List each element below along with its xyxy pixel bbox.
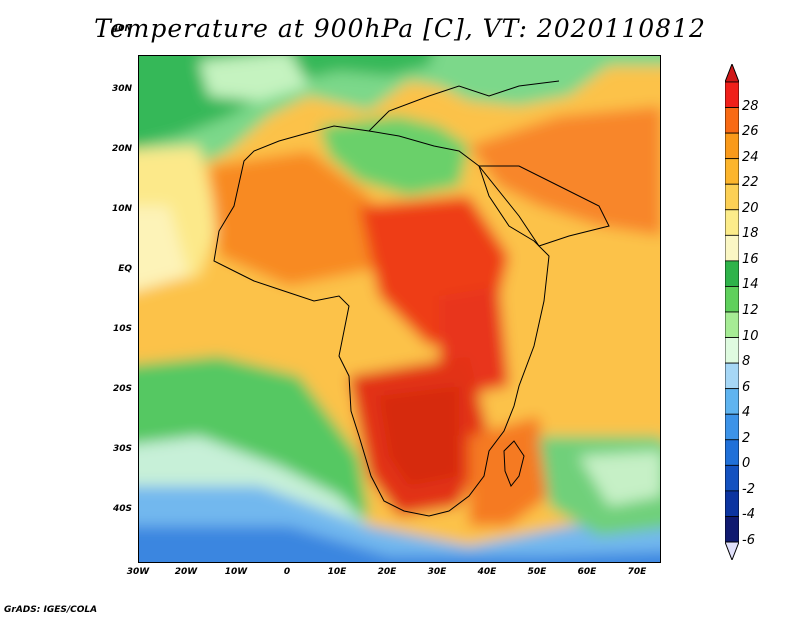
colorbar-label: 18 — [742, 226, 759, 242]
lat-label: 20S — [112, 384, 132, 394]
colorbar-swatch — [725, 362, 739, 390]
colorbar-label: 12 — [742, 303, 759, 318]
colorbar-label: 4 — [742, 405, 751, 421]
lon-label: 40E — [477, 567, 497, 577]
colorbar-swatch — [725, 388, 739, 415]
lon-label: 10E — [327, 567, 347, 577]
middle-east-warm — [469, 106, 660, 236]
arabia-coast — [477, 165, 610, 247]
lat-label: 40N — [111, 24, 132, 34]
colorbar-label: -6 — [742, 533, 755, 548]
lon-label: 60E — [577, 567, 597, 577]
colorbar-label: 28 — [742, 98, 759, 114]
colorbar-label: 22 — [742, 175, 759, 191]
colorbar-swatch — [725, 260, 739, 287]
colorbar-swatch — [725, 234, 739, 262]
colorbar-label: 20 — [742, 200, 759, 216]
colorbar-swatch — [725, 107, 739, 134]
colorbar-label: 16 — [742, 251, 759, 267]
colorbar-swatch — [725, 413, 739, 441]
lon-label: 20E — [377, 567, 397, 577]
colorbar-top-arrow — [725, 64, 739, 83]
colorbar-label: 26 — [742, 124, 759, 140]
lon-label: 30W — [126, 567, 150, 577]
lon-label: 50E — [527, 567, 547, 577]
west-africa-warm — [209, 151, 389, 286]
lat-label: 30S — [112, 444, 132, 454]
southern-ocean-deep-blue — [139, 526, 660, 562]
africa-coast — [213, 125, 550, 517]
colorbar-label: 0 — [742, 456, 751, 472]
colorbar — [725, 64, 739, 560]
madagascar-coast — [503, 440, 525, 487]
southern-africa-core — [379, 386, 459, 486]
lon-label: 70E — [627, 567, 647, 577]
lat-label: 10N — [111, 204, 132, 214]
temperature-map — [139, 56, 660, 562]
lat-label: 10S — [112, 324, 132, 334]
colorbar-swatch — [725, 439, 739, 466]
atlantic-pale-yellow — [139, 206, 189, 291]
mozambique-channel-warm — [469, 416, 549, 526]
colorbar-swatch — [725, 464, 739, 492]
colorbar-label: 2 — [742, 430, 751, 446]
atlantic-pale-zone — [199, 56, 309, 101]
map-panel — [138, 55, 661, 563]
lon-label: 10W — [224, 567, 248, 577]
sahara-green-zone — [319, 116, 469, 196]
colorbar-swatch — [725, 516, 739, 543]
colorbar-swatch — [725, 158, 739, 185]
lat-label: EQ — [118, 264, 132, 274]
colorbar-swatch — [725, 132, 739, 160]
mediterranean-coast — [368, 80, 560, 132]
colorbar-swatch — [725, 311, 739, 338]
colorbar-label: 14 — [742, 277, 759, 293]
coastlines — [213, 80, 610, 517]
indian-ocean-pale — [579, 451, 660, 506]
colorbar-label: 6 — [742, 379, 751, 395]
lat-label: 40S — [112, 504, 132, 514]
colorbar-label: -2 — [742, 481, 755, 497]
lat-label: 20N — [111, 144, 132, 154]
colorbar-swatch — [725, 337, 739, 364]
lat-label: 30N — [111, 84, 132, 94]
colorbar-label: 10 — [742, 328, 759, 344]
lon-label: 0 — [283, 567, 291, 577]
colorbar-bottom-arrow — [725, 541, 739, 560]
colorbar-label: 8 — [742, 354, 751, 370]
lon-label: 30E — [427, 567, 447, 577]
colorbar-swatch — [725, 81, 739, 108]
chart-title: Temperature at 900hPa [C], VT: 202011081… — [94, 14, 706, 43]
colorbar-label: -4 — [742, 507, 755, 523]
colorbar-label: 24 — [742, 149, 759, 165]
colorbar-swatch — [725, 183, 739, 211]
colorbar-swatch — [725, 286, 739, 313]
lon-label: 20W — [174, 567, 198, 577]
colorbar-swatch — [725, 209, 739, 236]
colorbar-swatch — [725, 490, 739, 517]
credit-text: GrADS: IGES/COLA — [4, 605, 98, 615]
